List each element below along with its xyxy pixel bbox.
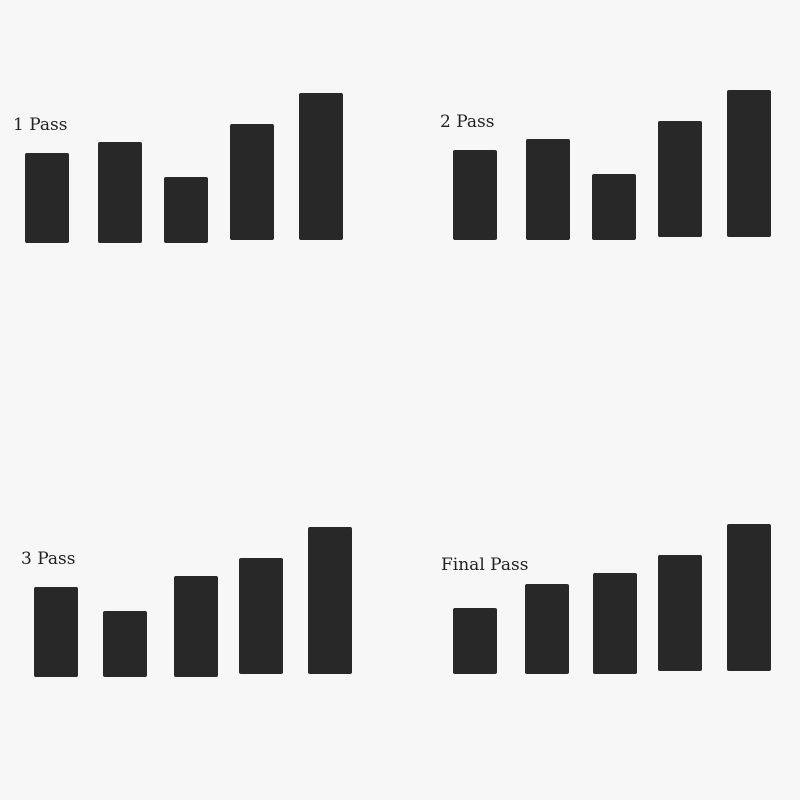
panel-title-2: 2 Pass xyxy=(440,112,494,132)
bar-p4-3 xyxy=(593,573,637,674)
bar-p2-5 xyxy=(727,90,771,237)
bar-p3-1 xyxy=(34,587,78,677)
bar-p3-5 xyxy=(308,527,352,674)
bar-p3-4 xyxy=(239,558,283,674)
bar-p2-3 xyxy=(592,174,636,240)
bar-p2-4 xyxy=(658,121,702,237)
bar-p4-5 xyxy=(727,524,771,671)
chart-panel-1: 1 Pass xyxy=(13,93,343,243)
panel-title-1: 1 Pass xyxy=(13,115,67,135)
bar-p2-2 xyxy=(526,139,570,240)
bar-p3-2 xyxy=(103,611,147,677)
bar-p2-1 xyxy=(453,150,497,240)
panel-title-3: 3 Pass xyxy=(21,549,75,569)
panel-title-4: Final Pass xyxy=(441,555,528,575)
bar-p1-2 xyxy=(98,142,142,243)
bar-p4-2 xyxy=(525,584,569,674)
bar-p4-1 xyxy=(453,608,497,674)
bar-p1-3 xyxy=(164,177,208,243)
bar-p4-4 xyxy=(658,555,702,671)
bar-p3-3 xyxy=(174,576,218,677)
chart-panel-4: Final Pass xyxy=(441,524,771,674)
chart-panel-3: 3 Pass xyxy=(21,527,352,677)
bar-p1-5 xyxy=(299,93,343,240)
bar-p1-4 xyxy=(230,124,274,240)
bar-p1-1 xyxy=(25,153,69,243)
chart-panel-2: 2 Pass xyxy=(440,90,771,240)
